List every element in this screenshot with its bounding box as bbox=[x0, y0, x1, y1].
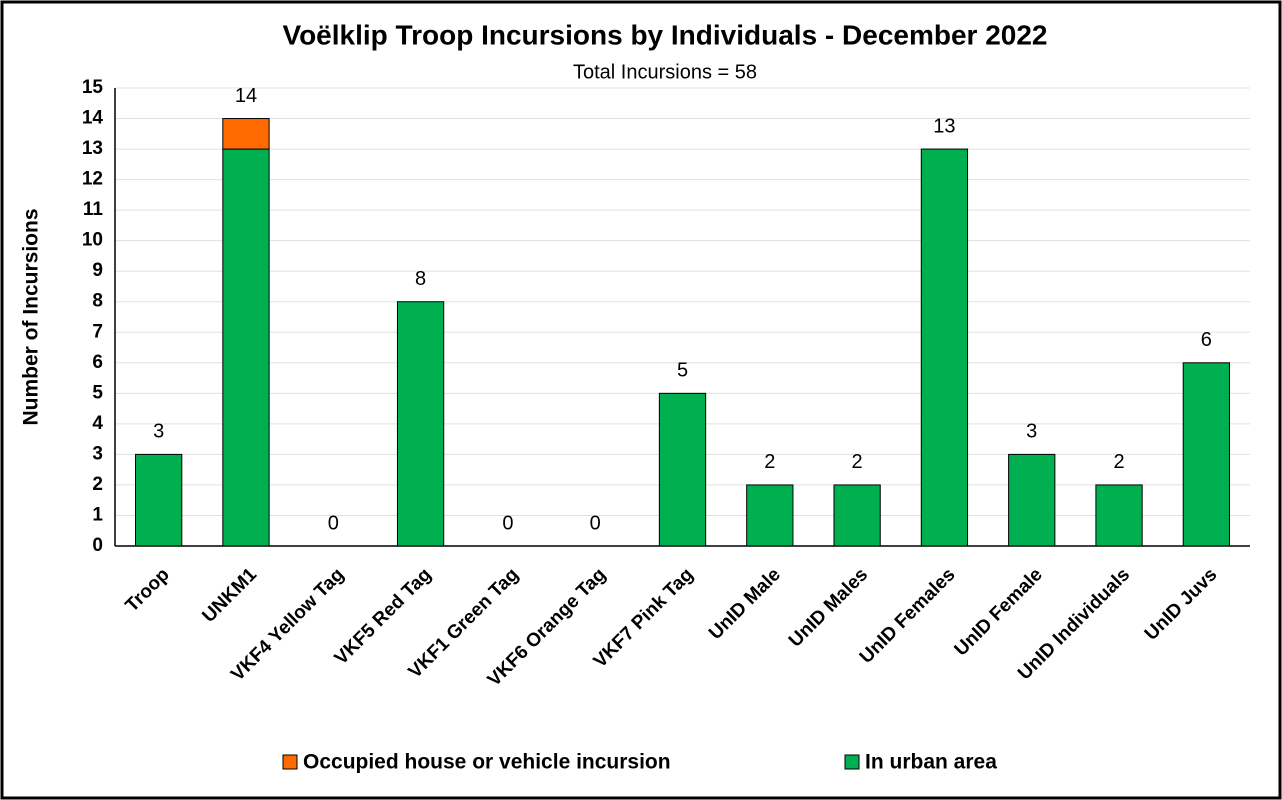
data-label: 6 bbox=[1201, 329, 1212, 351]
y-tick-label: 4 bbox=[92, 413, 103, 434]
data-label: 3 bbox=[153, 421, 164, 443]
legend-swatch bbox=[844, 754, 860, 770]
legend-label: Occupied house or vehicle incursion bbox=[303, 751, 671, 774]
bar bbox=[920, 148, 969, 547]
data-label: 0 bbox=[502, 512, 513, 534]
bar bbox=[658, 392, 707, 547]
y-tick-label: 15 bbox=[82, 77, 104, 98]
data-label: 2 bbox=[764, 451, 775, 473]
y-tick-label: 7 bbox=[92, 321, 103, 342]
bar bbox=[222, 118, 270, 150]
y-tick-label: 2 bbox=[92, 474, 103, 495]
chart-subtitle: Total Incursions = 58 bbox=[573, 61, 757, 83]
bar bbox=[746, 484, 794, 547]
bar bbox=[833, 484, 881, 547]
y-tick-label: 1 bbox=[92, 504, 103, 525]
y-tick-label: 6 bbox=[92, 352, 103, 373]
bar bbox=[396, 301, 445, 547]
data-label: 0 bbox=[328, 512, 339, 534]
data-label: 5 bbox=[677, 360, 688, 382]
bar bbox=[1182, 362, 1230, 547]
legend-label: In urban area bbox=[865, 751, 997, 774]
y-tick-label: 10 bbox=[82, 230, 103, 251]
y-tick-label: 3 bbox=[92, 443, 103, 464]
y-tick-label: 9 bbox=[92, 260, 103, 281]
data-label: 13 bbox=[933, 115, 955, 137]
data-label: 14 bbox=[235, 85, 257, 107]
bar bbox=[1095, 484, 1143, 547]
bar bbox=[222, 148, 270, 547]
y-tick-label: 14 bbox=[82, 108, 104, 129]
y-tick-label: 13 bbox=[82, 138, 103, 159]
data-label: 3 bbox=[1026, 421, 1037, 443]
y-tick-label: 11 bbox=[83, 199, 104, 220]
chart-title: Voëlklip Troop Incursions by Individuals… bbox=[282, 19, 1047, 50]
y-tick-label: 0 bbox=[92, 535, 103, 556]
y-tick-label: 8 bbox=[92, 291, 103, 312]
data-label: 0 bbox=[590, 512, 601, 534]
data-label: 8 bbox=[415, 268, 426, 290]
bar bbox=[1008, 453, 1056, 547]
legend-swatch bbox=[282, 754, 298, 770]
data-label: 2 bbox=[852, 451, 863, 473]
y-axis-title: Number of Incursions bbox=[20, 208, 43, 425]
bar bbox=[135, 453, 183, 547]
y-tick-label: 5 bbox=[92, 382, 103, 403]
y-tick-label: 12 bbox=[82, 169, 103, 190]
data-label: 2 bbox=[1113, 451, 1124, 473]
